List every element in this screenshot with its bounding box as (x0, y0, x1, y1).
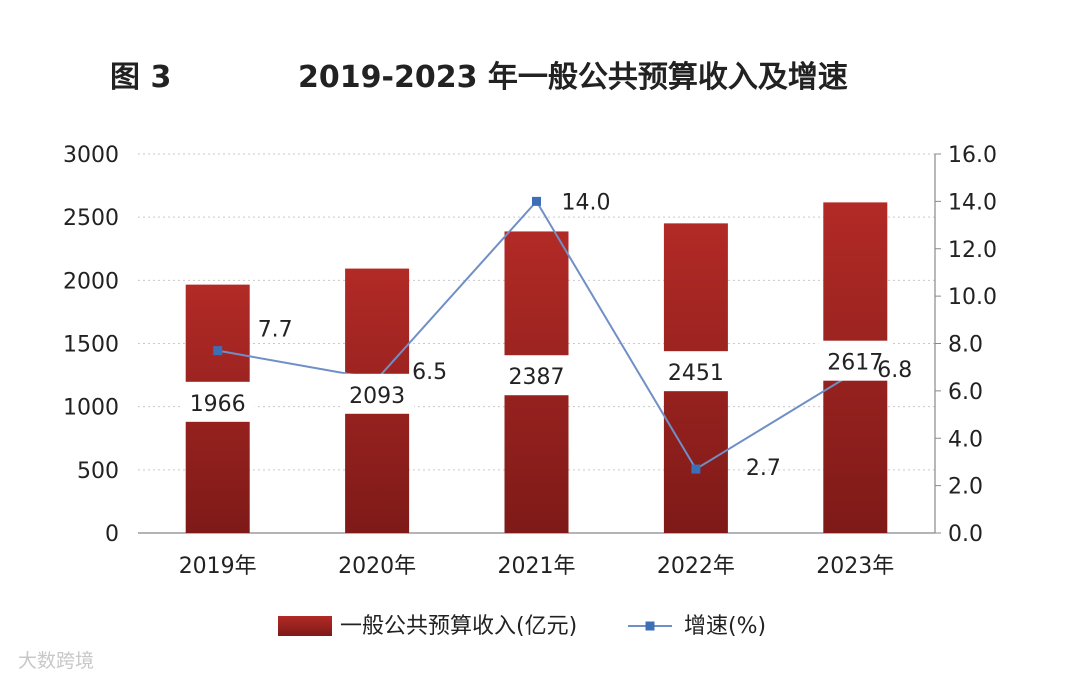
x-tick-label: 2022年 (657, 554, 735, 579)
legend-bar-label: 一般公共预算收入(亿元) (340, 614, 577, 639)
legend-line-marker (645, 621, 655, 631)
bar-data-label: 2387 (509, 365, 565, 390)
y-right-tick-label: 8.0 (948, 333, 983, 358)
line-data-label: 14.0 (562, 190, 611, 215)
watermark: 大数跨境 (18, 650, 95, 672)
y-left-tick-label: 500 (77, 459, 119, 484)
y-left-tick-label: 0 (105, 522, 119, 547)
y-right-tick-label: 16.0 (948, 143, 997, 168)
y-right-tick-label: 14.0 (948, 190, 997, 215)
bar-label-background (818, 340, 893, 381)
y-left-tick-label: 1500 (63, 333, 119, 358)
bar-label-background (180, 381, 255, 422)
y-right-tick-label: 2.0 (948, 475, 983, 500)
bar-data-label: 2451 (668, 361, 724, 386)
line-data-label: 2.7 (746, 456, 781, 481)
x-tick-label: 2020年 (338, 554, 416, 579)
growth-marker (213, 346, 223, 356)
y-right-tick-label: 0.0 (948, 522, 983, 547)
y-left-tick-label: 1000 (63, 396, 119, 421)
y-left-tick-label: 3000 (63, 143, 119, 168)
y-right-tick-label: 4.0 (948, 427, 983, 452)
x-tick-label: 2019年 (179, 554, 257, 579)
x-tick-label: 2021年 (498, 554, 576, 579)
growth-marker (691, 464, 701, 474)
y-right-tick-label: 12.0 (948, 238, 997, 263)
growth-marker (532, 196, 541, 206)
bar-label-background (340, 373, 415, 414)
line-data-label: 6.8 (877, 358, 912, 383)
bar-label-background (499, 355, 574, 396)
bar-data-label: 2093 (349, 384, 405, 409)
line-data-label: 7.7 (258, 318, 293, 343)
bar-label-background (658, 351, 733, 392)
bar-data-label: 1966 (190, 392, 246, 417)
x-tick-label: 2023年 (816, 554, 894, 579)
legend-bar-swatch (278, 616, 332, 636)
y-right-tick-label: 6.0 (948, 380, 983, 405)
chart-title: 2019-2023 年一般公共预算收入及增速 (298, 60, 848, 95)
legend-line-label: 增速(%) (684, 614, 766, 639)
line-data-label: 6.5 (412, 360, 447, 385)
figure-label: 图 3 (110, 60, 172, 95)
y-right-tick-label: 10.0 (948, 285, 997, 310)
y-left-tick-label: 2000 (63, 269, 119, 294)
bar-data-label: 2617 (827, 351, 883, 376)
y-left-tick-label: 2500 (63, 206, 119, 231)
